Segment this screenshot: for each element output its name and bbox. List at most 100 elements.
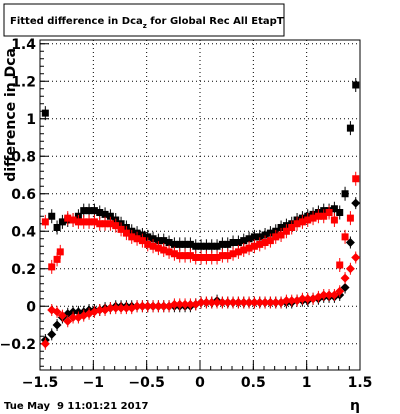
diamond-marker (137, 301, 147, 311)
square-marker (250, 233, 258, 241)
square-marker (266, 237, 274, 245)
diamond-marker (47, 329, 57, 339)
square-marker (90, 207, 98, 215)
square-marker (53, 255, 61, 263)
diamond-marker (244, 298, 254, 307)
square-marker (96, 209, 104, 216)
square-marker (154, 244, 162, 252)
x-tick-label: 1.5 (348, 375, 373, 391)
diamond-marker (212, 298, 222, 307)
square-marker (149, 235, 157, 243)
diamond-marker (281, 296, 291, 306)
data-points (40, 78, 361, 350)
square-marker (245, 244, 253, 252)
square-marker (58, 218, 66, 226)
diamond-marker (345, 238, 355, 247)
diamond-marker (132, 301, 142, 311)
square-marker (336, 209, 344, 216)
square-marker (336, 261, 344, 269)
diamond-marker (345, 264, 355, 274)
diamond-marker (329, 290, 339, 300)
diamond-marker (228, 298, 238, 307)
square-marker (85, 207, 93, 215)
square-marker (80, 207, 88, 215)
square-marker (277, 231, 285, 239)
square-marker (186, 240, 194, 248)
diamond-marker (340, 283, 350, 292)
square-marker (208, 242, 216, 250)
square-marker (314, 212, 322, 220)
y-tick-label: 0.8 (11, 149, 36, 165)
y-tick-label: 1.4 (11, 37, 36, 53)
square-marker (56, 248, 64, 256)
diamond-marker (180, 299, 190, 309)
y-tick-label: 0 (26, 299, 36, 315)
square-marker (96, 220, 104, 228)
square-marker (234, 248, 242, 256)
diamond-marker (207, 298, 217, 307)
square-marker (144, 240, 152, 248)
square-marker (282, 227, 290, 235)
diamond-marker (340, 273, 350, 283)
square-marker (218, 252, 226, 260)
square-marker (224, 252, 232, 260)
diamond-marker (52, 320, 62, 330)
square-marker (90, 218, 98, 226)
diamond-marker (95, 305, 105, 315)
diamond-marker (159, 301, 169, 311)
square-marker (48, 212, 56, 220)
square-marker (160, 237, 168, 245)
diamond-marker (201, 298, 211, 307)
square-marker (272, 233, 280, 241)
diamond-marker (40, 339, 50, 349)
square-marker (202, 242, 210, 250)
square-marker (122, 229, 130, 237)
diamond-marker (111, 303, 121, 313)
diamond-marker (175, 299, 185, 309)
square-marker (202, 254, 210, 261)
square-marker (293, 220, 301, 228)
square-marker (325, 209, 333, 216)
y-tick-label: 0.4 (11, 224, 36, 240)
square-marker (330, 216, 338, 224)
diamond-marker (271, 298, 281, 307)
square-marker (256, 240, 264, 248)
y-tick-label: 1 (26, 112, 36, 128)
square-marker (234, 239, 242, 246)
square-marker (176, 240, 184, 248)
square-marker (192, 254, 200, 261)
diamond-marker (121, 303, 131, 313)
diamond-marker (303, 294, 313, 304)
square-marker (229, 239, 237, 246)
square-marker (304, 216, 312, 224)
square-marker (48, 263, 56, 271)
square-marker (277, 224, 285, 231)
diamond-marker (148, 301, 158, 311)
x-tick-label: 0.5 (241, 375, 266, 391)
square-marker (69, 216, 77, 224)
x-tick-label: −1 (83, 375, 104, 391)
square-marker (133, 235, 141, 243)
y-tick-label: 1.2 (11, 74, 36, 90)
diamond-marker (239, 298, 249, 307)
y-tick-label: 0.2 (11, 262, 36, 278)
diamond-marker (52, 307, 62, 317)
square-marker (176, 252, 184, 260)
diamond-marker (63, 316, 73, 326)
square-marker (213, 242, 221, 250)
diamond-marker (185, 299, 195, 309)
square-marker (154, 237, 162, 245)
y-tick-label: −0.2 (0, 337, 36, 353)
diamond-marker (287, 296, 297, 306)
diamond-marker (260, 298, 270, 307)
diamond-marker (217, 298, 227, 307)
diamond-marker (105, 303, 115, 313)
diamond-marker (153, 301, 163, 311)
chart-title: Fitted difference in Dcaz for Global Rec… (10, 16, 284, 30)
square-marker (149, 242, 157, 250)
grid (39, 40, 361, 370)
square-marker (186, 252, 194, 260)
square-marker (80, 218, 88, 226)
square-marker (117, 225, 125, 233)
square-marker (346, 124, 354, 132)
